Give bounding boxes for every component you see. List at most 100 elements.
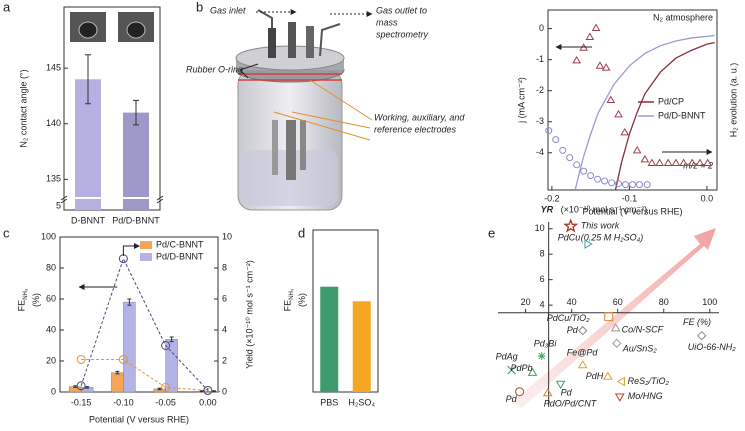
y-tick-label: 100 <box>41 231 56 241</box>
marker <box>566 154 574 162</box>
marker <box>604 312 614 322</box>
error-bar <box>133 99 139 126</box>
line <box>81 358 208 391</box>
x-tick-label: 0.00 <box>199 397 217 407</box>
marker <box>578 325 588 336</box>
trend-arrow <box>512 228 716 408</box>
error-bar <box>127 298 132 306</box>
marker <box>572 55 582 64</box>
y-tick-label: -1 <box>536 54 544 64</box>
x-tick-label: -0.1 <box>622 193 638 203</box>
bar <box>123 301 136 393</box>
unit: (%) <box>297 293 307 307</box>
point-label: This work <box>581 221 620 231</box>
marker <box>612 338 622 349</box>
marker <box>595 61 605 69</box>
line <box>614 41 715 191</box>
y-tick-label: 6 <box>540 274 545 284</box>
marker <box>161 382 171 392</box>
diagram-label: mass <box>376 17 398 27</box>
legend-label: Pd/D-BNNT <box>658 110 706 120</box>
panel-label: e <box>488 225 495 240</box>
marker <box>76 381 86 391</box>
y-tick-label: 20 <box>46 355 56 365</box>
bar <box>352 301 371 392</box>
panel-label: b <box>196 0 203 14</box>
legend-label: Pd/D-BNNT <box>156 251 204 261</box>
cell-diagram <box>235 9 373 211</box>
line <box>574 34 715 191</box>
point-label: PdPb <box>511 363 533 373</box>
droplet <box>126 21 146 39</box>
point-label: Pd <box>561 387 573 397</box>
line <box>80 257 209 391</box>
y-tick-label: -3 <box>536 116 544 126</box>
error-bar <box>157 387 162 391</box>
marker <box>584 239 593 249</box>
x-tick-label: 100 <box>702 297 717 307</box>
marker <box>622 181 630 189</box>
plot-frame <box>547 9 718 191</box>
y-tick-label: 60 <box>46 293 56 303</box>
x-tick-label: D-BNNT <box>71 215 105 225</box>
marker <box>118 354 128 364</box>
point-label: ReS₂/TiO₂ <box>628 376 670 386</box>
marker <box>614 109 623 118</box>
diagram-label: Gas outlet to <box>376 5 427 15</box>
marker <box>580 167 588 175</box>
x-axis-label: Potential (V versus RHE) <box>89 414 189 424</box>
marker <box>563 218 579 233</box>
marker <box>585 32 595 40</box>
legend-swatch <box>140 241 152 249</box>
marker <box>555 380 566 390</box>
y-axis-unit: (×10⁻¹⁰ mol s⁻¹ cm⁻²) <box>561 204 648 214</box>
point-label: Pd <box>506 394 518 404</box>
y-tick-label: -4 <box>536 147 544 157</box>
y2-tick-label: 4 <box>222 324 227 334</box>
x-tick-label: 0.0 <box>701 193 714 203</box>
y-tick-label: 8 <box>540 249 545 259</box>
y-tick-label: 4 <box>540 300 545 310</box>
x-tick-label: Pd/D-BNNT <box>112 215 160 225</box>
point-label: Pd₃Bi <box>534 338 558 348</box>
panel-label: c <box>3 225 10 240</box>
point-label: Au/SnS₂ <box>622 344 658 354</box>
plot-frame <box>63 6 161 211</box>
marker <box>552 136 560 144</box>
marker <box>545 127 553 135</box>
point-label: PdCu <box>558 232 581 242</box>
point-label: Pd <box>567 325 579 335</box>
point-label: PdH <box>586 371 604 381</box>
y2-tick-label: 6 <box>222 293 227 303</box>
marker <box>663 158 673 166</box>
error-bar <box>73 385 78 388</box>
point-label: Fe@Pd <box>567 347 599 357</box>
error-bar <box>199 390 204 393</box>
y-axis-label: FENH₃ (%) <box>16 288 41 311</box>
y-tick-label: 40 <box>46 324 56 334</box>
marker <box>573 161 581 169</box>
x-tick-label: H₂SO₄ <box>348 397 375 407</box>
x-tick-label: -0.15 <box>71 397 92 407</box>
point-label: Co/N-SCF <box>622 324 664 334</box>
marker <box>629 181 636 189</box>
y2-tick-label: 0 <box>222 386 227 396</box>
arrow <box>122 243 140 256</box>
marker <box>507 365 516 375</box>
marker <box>671 158 681 166</box>
droplet <box>78 21 98 39</box>
marker <box>640 154 650 163</box>
x-axis-label: FE (%) <box>683 317 711 327</box>
marker <box>76 354 86 364</box>
marker <box>527 367 538 376</box>
y2-tick-label: 10 <box>222 231 232 241</box>
diagram-label: Rubber O-ring <box>186 64 243 74</box>
y2-tick-label: 2 <box>222 355 227 365</box>
marker <box>608 179 616 187</box>
panel-label: a <box>3 0 11 14</box>
annotation: (0.25 M H₂SO₄) <box>581 233 644 243</box>
error-bar <box>211 390 216 393</box>
marker <box>542 388 553 397</box>
marker <box>203 385 213 395</box>
